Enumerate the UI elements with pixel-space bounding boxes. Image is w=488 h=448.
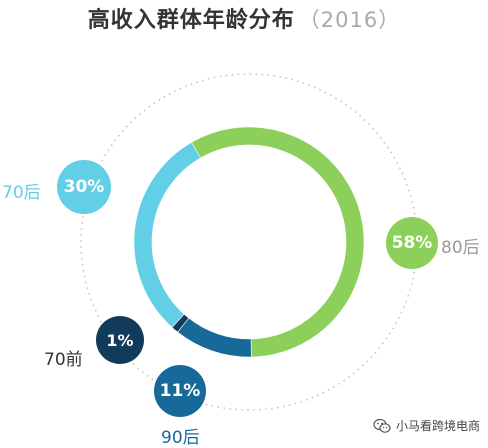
chart-title-text: 高收入群体年龄分布 [87, 8, 295, 33]
slice-80s [191, 126, 365, 358]
category-label-70s: 70后 [2, 183, 41, 203]
category-label-90s: 90后 [161, 428, 200, 448]
data-label-70s: 30% [63, 177, 105, 197]
value-bubble-80s: 58% [386, 217, 438, 269]
chart-title: 高收入群体年龄分布 （2016） [0, 2, 488, 34]
data-label-80s: 58% [391, 233, 433, 253]
value-bubble-pre70: 1% [96, 316, 144, 364]
category-label-pre70: 70前 [44, 350, 83, 370]
data-label-pre70: 1% [106, 330, 134, 350]
category-label-80s: 80后 [441, 238, 480, 258]
wechat-icon [373, 418, 391, 433]
watermark-text: 小马看跨境电商 [395, 419, 480, 433]
data-label-90s: 11% [159, 381, 201, 401]
donut-ring [133, 126, 365, 358]
value-bubble-90s: 11% [154, 365, 206, 417]
watermark: 小马看跨境电商 [373, 417, 480, 434]
chart-title-year: （2016） [298, 8, 401, 32]
slice-90s [177, 317, 252, 358]
value-bubble-70s: 30% [57, 160, 111, 214]
slice-70s [133, 141, 201, 328]
